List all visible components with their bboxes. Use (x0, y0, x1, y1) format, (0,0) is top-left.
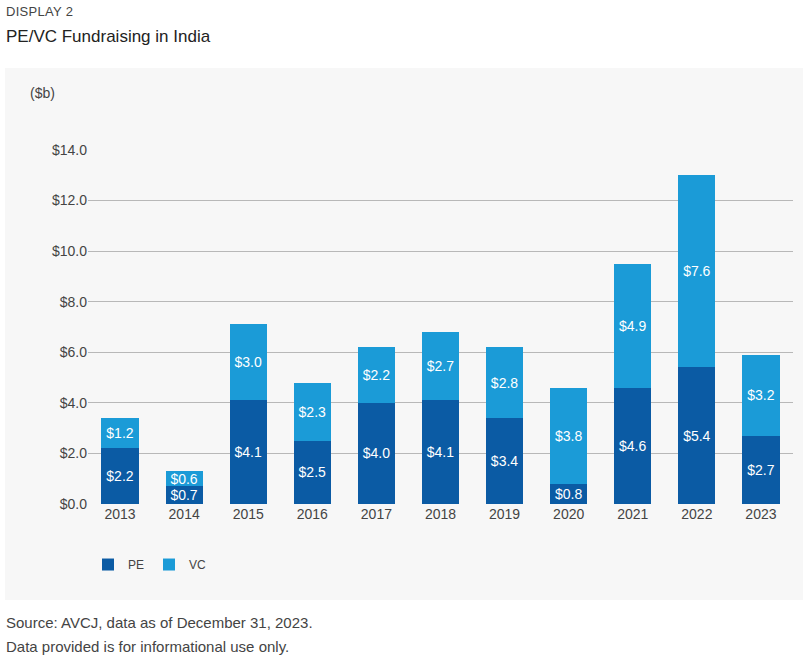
svg-text:$2.5: $2.5 (299, 464, 326, 480)
svg-text:$2.2: $2.2 (106, 468, 133, 484)
svg-text:2016: 2016 (297, 506, 328, 522)
svg-text:$3.8: $3.8 (555, 428, 582, 444)
svg-text:$0.7: $0.7 (170, 487, 197, 503)
svg-text:$7.6: $7.6 (683, 263, 710, 279)
svg-text:2017: 2017 (361, 506, 392, 522)
svg-text:($b): ($b) (30, 85, 55, 101)
svg-text:$2.0: $2.0 (60, 445, 87, 461)
svg-text:$2.3: $2.3 (299, 404, 326, 420)
svg-text:2014: 2014 (169, 506, 200, 522)
svg-text:2021: 2021 (617, 506, 648, 522)
svg-text:$2.7: $2.7 (747, 462, 774, 478)
svg-text:$4.9: $4.9 (619, 318, 646, 334)
svg-text:2020: 2020 (553, 506, 584, 522)
svg-text:$14.0: $14.0 (52, 142, 87, 158)
svg-text:$4.1: $4.1 (234, 444, 261, 460)
svg-text:2013: 2013 (104, 506, 135, 522)
html-text:Source: AVCJ, data as of Decem: Source: AVCJ, data as of December 31, 20… (6, 614, 313, 631)
html-text:Data provided is for informati: Data provided is for informational use o… (6, 638, 290, 655)
svg-text:$8.0: $8.0 (60, 294, 87, 310)
svg-text:$6.0: $6.0 (60, 344, 87, 360)
svg-text:2022: 2022 (681, 506, 712, 522)
svg-text:$3.0: $3.0 (234, 354, 261, 370)
svg-text:$1.2: $1.2 (106, 425, 133, 441)
svg-text:$3.2: $3.2 (747, 387, 774, 403)
svg-text:$4.1: $4.1 (427, 444, 454, 460)
svg-text:2023: 2023 (745, 506, 776, 522)
svg-text:2015: 2015 (233, 506, 264, 522)
svg-text:$0.0: $0.0 (60, 496, 87, 512)
html-text:PE/VC Fundraising in India: PE/VC Fundraising in India (6, 27, 211, 46)
svg-text:VC: VC (189, 558, 206, 572)
svg-text:$10.0: $10.0 (52, 243, 87, 259)
svg-text:$3.4: $3.4 (491, 453, 518, 469)
svg-text:$0.8: $0.8 (555, 486, 582, 502)
svg-text:PE: PE (128, 558, 144, 572)
svg-text:$2.2: $2.2 (363, 367, 390, 383)
svg-text:2019: 2019 (489, 506, 520, 522)
svg-text:$4.0: $4.0 (363, 445, 390, 461)
html-text:DISPLAY 2: DISPLAY 2 (6, 4, 74, 19)
svg-text:$12.0: $12.0 (52, 192, 87, 208)
svg-text:$4.6: $4.6 (619, 438, 646, 454)
svg-text:$2.8: $2.8 (491, 375, 518, 391)
svg-text:$5.4: $5.4 (683, 428, 710, 444)
svg-text:$4.0: $4.0 (60, 395, 87, 411)
svg-text:$0.6: $0.6 (170, 471, 197, 487)
svg-text:2018: 2018 (425, 506, 456, 522)
svg-text:$2.7: $2.7 (427, 358, 454, 374)
